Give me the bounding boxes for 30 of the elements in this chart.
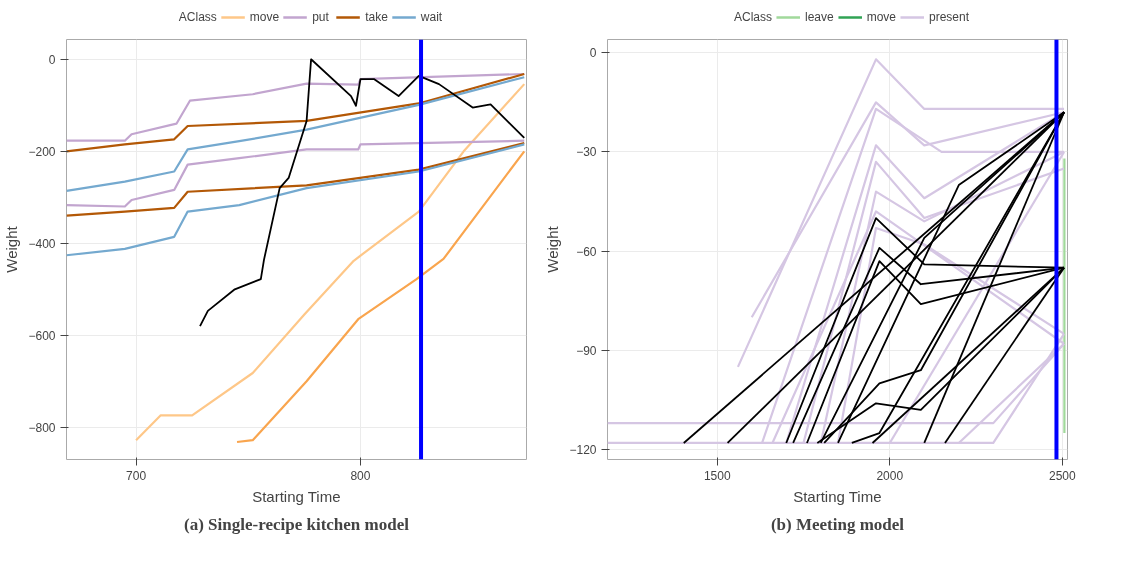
x-axis-title: Starting Time (793, 487, 882, 505)
legend-title: AClass (178, 10, 217, 24)
legend-label: put (312, 10, 330, 24)
y-axis-title: Weight (3, 225, 21, 273)
x-tick-label: 1500 (703, 468, 731, 483)
y-tick-label: −90 (576, 343, 597, 358)
legend-label: move (249, 10, 280, 24)
x-axis-title: Starting Time (252, 487, 341, 505)
x-tick-label: 2000 (876, 468, 904, 483)
y-tick-label: −60 (576, 244, 597, 259)
x-tick-label: 2500 (1048, 468, 1076, 483)
x-tick-label: 700 (126, 468, 147, 483)
legend-label: take (365, 10, 388, 24)
y-tick-label: −600 (28, 328, 56, 343)
y-tick-label: 0 (48, 52, 56, 67)
y-axis-title: Weight (544, 225, 562, 273)
y-tick-label: 0 (589, 46, 597, 61)
legend-title: AClass (733, 10, 772, 24)
y-tick-label: −30 (576, 145, 597, 160)
y-tick-label: −400 (28, 236, 56, 251)
legend-label: leave (804, 10, 834, 24)
x-tick-label: 800 (350, 468, 371, 483)
y-tick-label: −120 (569, 443, 597, 458)
legend-label: present (929, 10, 970, 24)
legend-label: wait (420, 10, 443, 24)
legend-label: move (866, 10, 897, 24)
text: (b) Meeting model (770, 514, 905, 534)
text: (a) Single-recipe kitchen model (184, 514, 410, 534)
y-tick-label: −800 (28, 420, 56, 435)
y-tick-label: −200 (28, 144, 56, 159)
